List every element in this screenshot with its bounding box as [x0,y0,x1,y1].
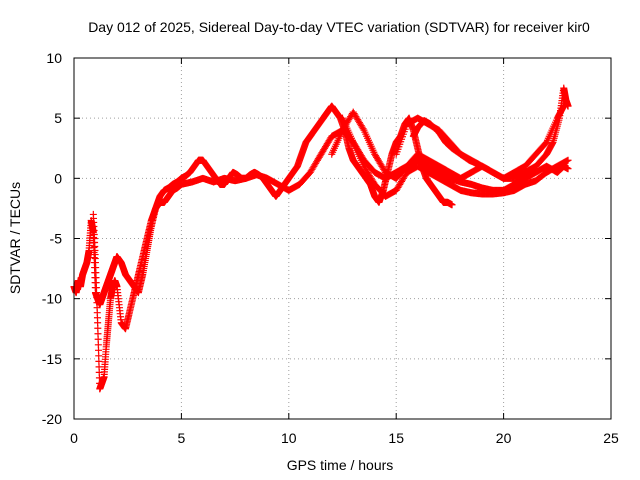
y-tick-label: -10 [42,291,62,307]
x-tick-label: 10 [281,430,297,446]
y-tick-label: -20 [42,411,62,427]
x-axis-label: GPS time / hours [287,457,394,473]
grid-lines [74,58,611,419]
y-tick-label: -5 [50,231,63,247]
x-tick-label: 0 [70,430,78,446]
y-tick-label: 0 [54,170,62,186]
series-track-a [70,102,456,309]
y-tick-label: 10 [46,50,62,66]
series-track-e [339,114,572,200]
data-point [474,160,482,168]
y-tick-label: -15 [42,351,62,367]
chart-title: Day 012 of 2025, Sidereal Day-to-day VTE… [88,19,590,35]
data-point [564,165,572,173]
data-point [448,201,456,209]
x-tick-label: 25 [603,430,619,446]
series-track-b [89,126,572,393]
data-point [564,156,572,164]
series-track-f [409,117,482,168]
data-point [564,102,572,110]
y-axis-label: SDTVAR / TECUs [7,182,23,294]
y-tick-label: 5 [54,110,62,126]
x-tick-label: 5 [178,430,186,446]
x-tick-label: 15 [388,430,404,446]
axis-ticks: 0 5 10 15 20 25 -20 -15 -10 -5 0 5 10 [42,50,619,446]
data-point [359,125,367,133]
data-points [70,84,572,393]
x-tick-label: 20 [496,430,512,446]
